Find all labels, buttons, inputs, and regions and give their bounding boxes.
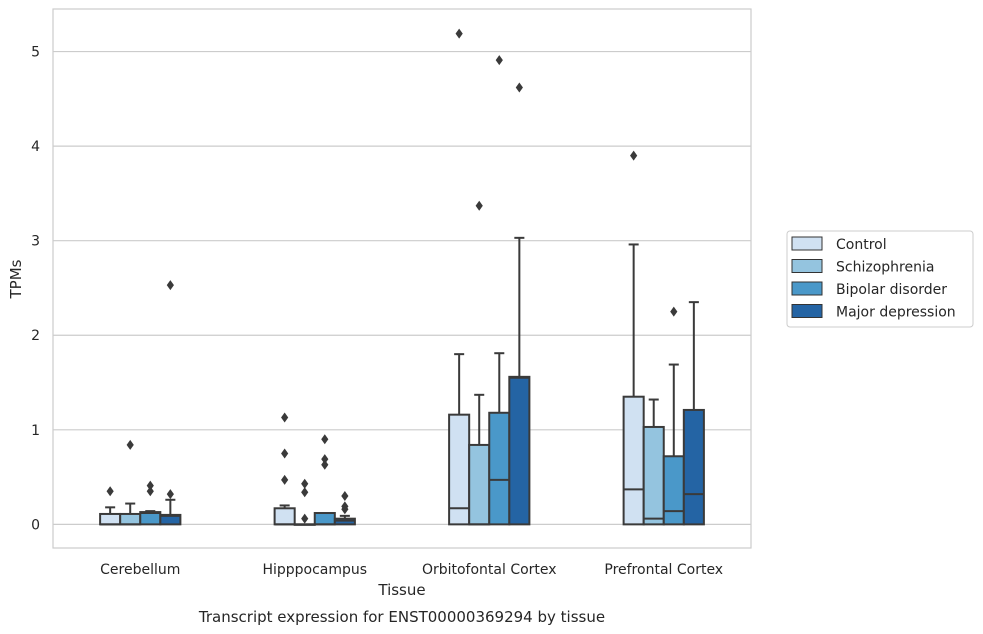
y-tick-label: 0 (31, 517, 40, 533)
box-bar (662, 455, 685, 526)
outlier-point (281, 412, 289, 423)
y-axis-label: TPMs (7, 259, 25, 299)
legend-label: Schizophrenia (836, 260, 934, 276)
y-tick-label: 2 (31, 328, 40, 344)
outlier-point (166, 280, 174, 291)
box-bar (313, 512, 336, 526)
outlier-point (495, 55, 503, 66)
box-group (662, 306, 685, 526)
outlier-point (455, 28, 463, 39)
box-group (468, 200, 491, 526)
outlier-point (281, 474, 289, 485)
y-tick-label: 3 (31, 234, 40, 250)
outlier-point (341, 501, 349, 512)
outlier-point (126, 439, 134, 450)
box-bar (488, 411, 511, 526)
box-bar (468, 443, 491, 526)
outlier-point (321, 459, 329, 470)
legend-swatch (791, 236, 823, 251)
outlier-point (630, 150, 638, 161)
legend: Control Schizophrenia Bipolar disorder Majo… (786, 230, 974, 328)
x-axis-label: Tissue (377, 581, 425, 599)
plot-frame (52, 8, 752, 549)
legend-swatch (791, 304, 823, 318)
y-tick-label: 5 (31, 45, 40, 61)
box-group (333, 490, 356, 526)
box-bar (99, 512, 122, 526)
x-tick-label: Hipppocampus (262, 562, 367, 578)
chart-caption: Transcript expression for ENST0000036929… (198, 608, 605, 626)
box-group (508, 82, 531, 526)
outlier-point (301, 478, 309, 489)
outlier-point (670, 306, 678, 317)
box-bar (508, 375, 531, 526)
box-bar (682, 408, 705, 526)
outlier-point (475, 200, 483, 211)
box-group (682, 301, 705, 526)
legend-label: Bipolar disorder (836, 282, 947, 298)
box-group (119, 439, 142, 526)
x-tick-label: Cerebellum (100, 562, 180, 578)
outlier-point (321, 434, 329, 445)
box-bar (622, 395, 645, 526)
outlier-point (321, 454, 329, 465)
box-group (273, 412, 296, 526)
legend-swatch (791, 281, 823, 296)
outlier-point (146, 480, 154, 491)
outlier-point (166, 489, 174, 500)
x-tick-label: Prefrontal Cortex (604, 562, 723, 578)
box-group (159, 280, 182, 526)
y-tick-label: 1 (31, 423, 40, 439)
box-bar (273, 507, 296, 526)
outlier-point (106, 486, 114, 497)
outlier-point (301, 487, 309, 498)
box-bar (642, 425, 665, 526)
outlier-point (515, 82, 523, 93)
y-tick-labels: 0 1 2 3 4 5 (31, 45, 40, 534)
x-tick-labels: Cerebellum Hipppocampus Orbitofontal Corte… (100, 562, 723, 578)
box-groups (99, 28, 705, 526)
y-tick-label: 4 (31, 139, 40, 155)
legend-label: Control (836, 237, 887, 253)
outlier-point (341, 490, 349, 501)
box-bar (119, 512, 142, 526)
x-tick-label: Orbitofontal Cortex (422, 562, 557, 578)
legend-frame (786, 230, 974, 328)
box-group (622, 150, 645, 526)
outlier-point (146, 486, 154, 497)
outlier-point (301, 513, 309, 524)
box-group (313, 434, 336, 526)
legend-swatch (791, 259, 823, 273)
outlier-point (281, 448, 289, 459)
legend-label: Major depression (836, 305, 956, 321)
